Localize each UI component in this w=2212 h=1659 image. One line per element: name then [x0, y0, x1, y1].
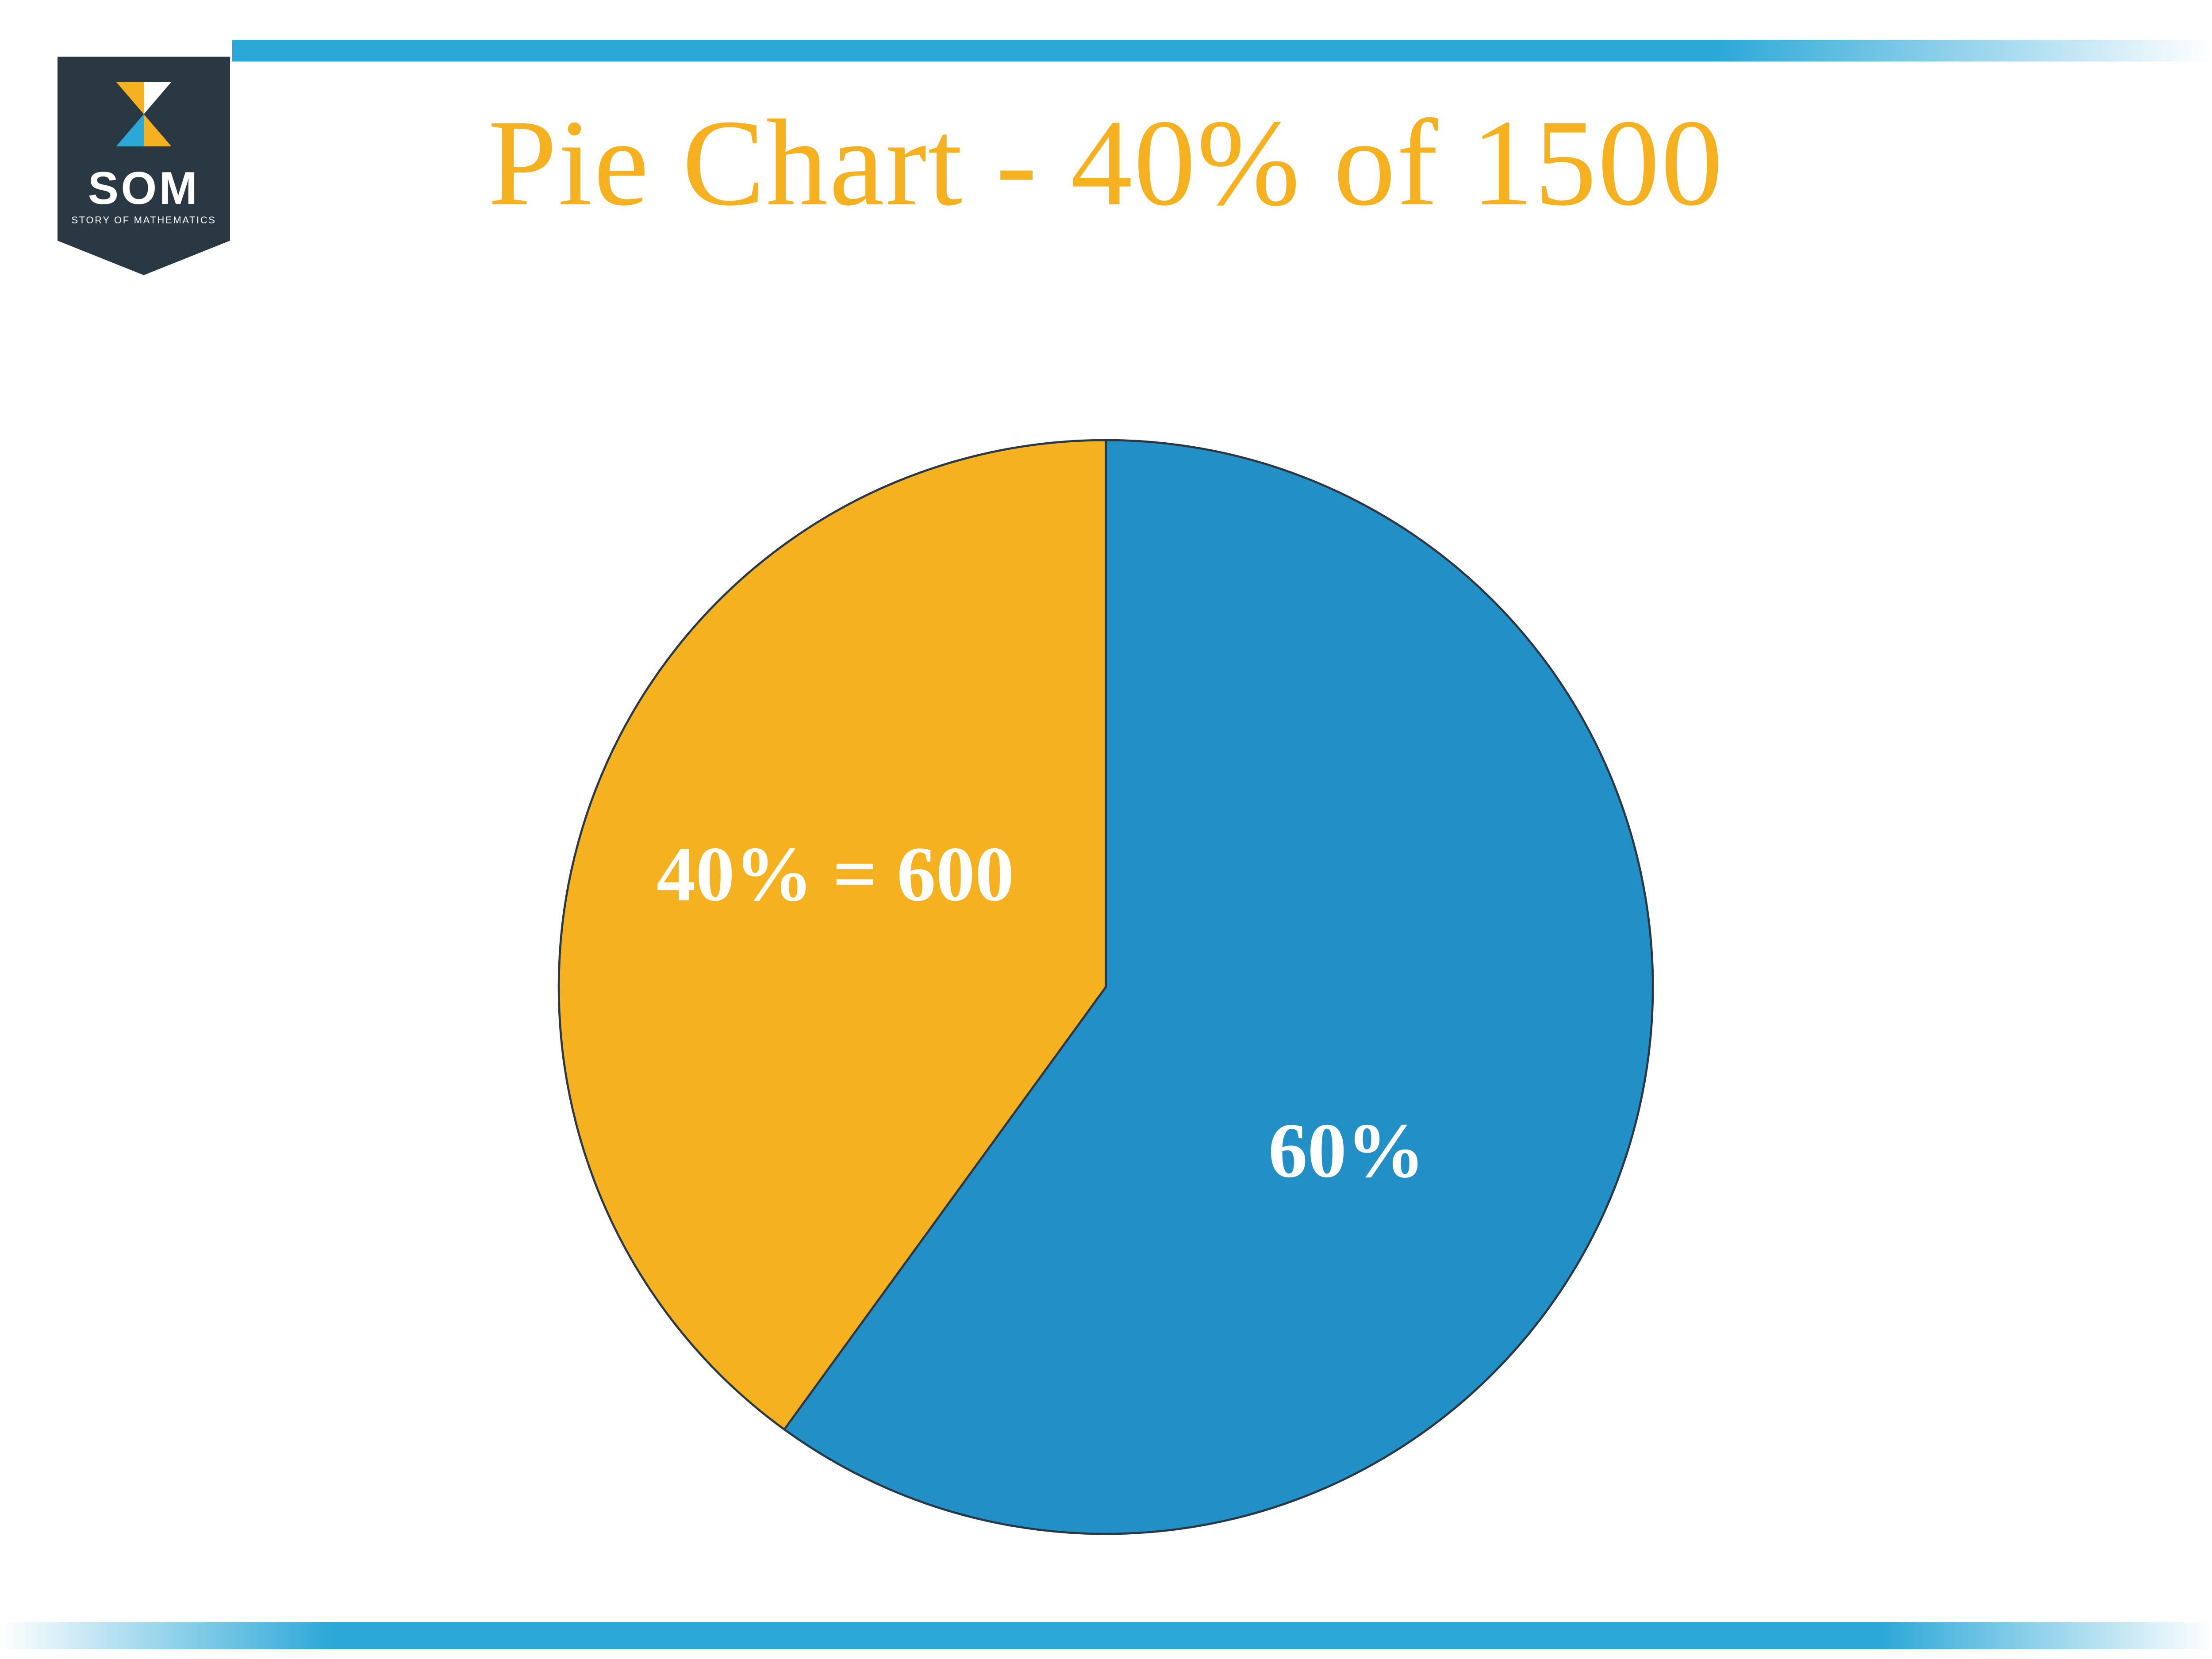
chart-title: Pie Chart - 40% of 1500: [0, 91, 2212, 234]
pie-slice-label-1: 40% = 600: [657, 831, 1014, 918]
pie-slice-label-0: 60%: [1268, 1107, 1425, 1194]
pie-chart: 60% 40% = 600: [517, 398, 1695, 1576]
page-root: SOM STORY OF MATHEMATICS Pie Chart - 40%…: [0, 0, 2212, 1659]
top-accent-bar: [232, 40, 2212, 61]
chart-container: 60% 40% = 600: [0, 398, 2212, 1576]
bottom-accent-bar: [0, 1622, 2212, 1649]
